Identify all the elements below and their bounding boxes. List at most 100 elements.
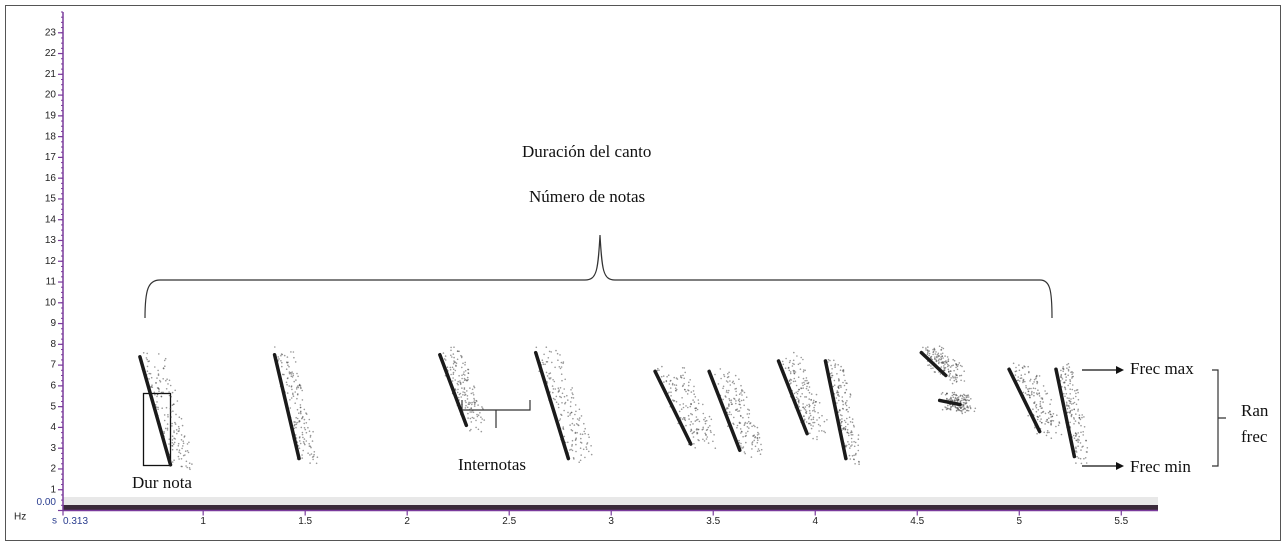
noise-dot: [555, 395, 558, 398]
noise-dot: [842, 403, 844, 406]
noise-dot: [758, 433, 760, 435]
noise-dot: [709, 429, 712, 432]
noise-dot: [679, 404, 681, 406]
noise-dot: [1035, 406, 1038, 409]
noise-dot: [1079, 457, 1082, 460]
noise-dot: [1046, 431, 1049, 434]
noise-dot: [954, 396, 957, 399]
noise-dot: [550, 351, 552, 353]
noise-dot: [696, 431, 698, 434]
noise-dot: [960, 407, 962, 410]
noise-dot: [567, 411, 569, 414]
noise-dot: [723, 373, 725, 376]
noise-dot: [469, 411, 472, 413]
noise-dot: [308, 430, 311, 433]
noise-dot: [567, 415, 569, 418]
noise-dot: [312, 458, 314, 461]
noise-dot: [1070, 403, 1073, 405]
noise-dot: [175, 429, 178, 431]
noise-dot: [555, 401, 558, 404]
frame: [5, 5, 1281, 541]
noise-dot: [1068, 366, 1071, 368]
noise-dot: [681, 397, 683, 399]
noise-dot: [459, 383, 462, 386]
noise-dot: [285, 368, 288, 371]
noise-dot: [1050, 398, 1052, 401]
noise-dot: [580, 437, 582, 440]
noise-dot: [1036, 432, 1038, 435]
y-tick-label: 22: [45, 48, 57, 59]
noise-dot: [693, 393, 695, 396]
noise-dot: [953, 391, 956, 394]
noise-dot: [960, 379, 962, 382]
noise-dot: [836, 373, 838, 375]
noise-dot: [689, 424, 692, 426]
noise-dot: [956, 374, 958, 377]
noise-dot: [575, 450, 577, 453]
noise-dot: [793, 392, 796, 395]
y-tick-label: 23: [45, 27, 57, 38]
noise-dot: [727, 375, 730, 378]
noise-dot: [277, 356, 280, 358]
noise-dot: [742, 416, 744, 419]
noise-dot: [452, 368, 455, 371]
noise-dot: [691, 413, 693, 416]
noise-dot: [949, 407, 952, 410]
noise-dot: [834, 363, 837, 365]
noise-dot: [570, 429, 573, 431]
noise-dot: [552, 391, 554, 394]
noise-dot: [1027, 390, 1030, 393]
noise-dot: [693, 401, 696, 403]
noise-dot: [841, 414, 843, 417]
noise-dot: [552, 388, 555, 390]
noise-dot: [558, 389, 560, 391]
noise-dot: [949, 379, 951, 381]
noise-dot: [846, 429, 849, 431]
noise-dot: [963, 396, 965, 399]
noise-dot: [955, 366, 957, 369]
noise-dot: [693, 431, 696, 433]
noise-dot: [808, 398, 810, 400]
noise-dot: [303, 427, 306, 429]
noise-dot: [288, 385, 291, 387]
noise-dot: [468, 408, 471, 411]
noise-dot: [1072, 434, 1075, 437]
noise-dot: [702, 403, 704, 406]
noise-dot: [146, 352, 148, 355]
noise-dot: [795, 391, 797, 394]
noise-dot: [297, 375, 299, 378]
noise-dot: [300, 412, 302, 415]
noise-dot: [1071, 413, 1073, 416]
noise-dot: [961, 409, 964, 411]
noise-dot: [456, 391, 459, 394]
noise-dot: [1056, 414, 1058, 417]
noise-dot: [814, 410, 816, 413]
noise-dot: [1075, 392, 1077, 395]
noise-dot: [301, 433, 304, 436]
noise-dot: [1031, 390, 1033, 393]
noise-dot: [947, 360, 950, 362]
noise-dot: [1081, 414, 1083, 416]
noise-dot: [1030, 392, 1033, 394]
noise-dot: [1041, 407, 1043, 409]
noise-dot: [558, 419, 561, 422]
noise-dot: [848, 434, 850, 437]
noise-dot: [575, 443, 577, 446]
noise-dot: [853, 440, 855, 443]
noise-dot: [181, 465, 183, 468]
noise-dot: [171, 439, 174, 441]
noise-dot: [569, 412, 572, 415]
noise-dot: [168, 394, 171, 397]
noise-dot: [475, 426, 477, 429]
noise-dot: [679, 417, 682, 419]
noise-dot: [727, 373, 729, 375]
noise-dot: [741, 394, 743, 396]
noise-dot: [746, 426, 749, 428]
noise-dot: [466, 390, 468, 392]
noise-dot: [675, 384, 678, 387]
noise-dot: [739, 403, 741, 406]
noise-dot: [304, 443, 306, 446]
noise-dot: [1065, 376, 1067, 378]
noise-dot: [1045, 393, 1047, 395]
noise-dot: [729, 384, 732, 386]
